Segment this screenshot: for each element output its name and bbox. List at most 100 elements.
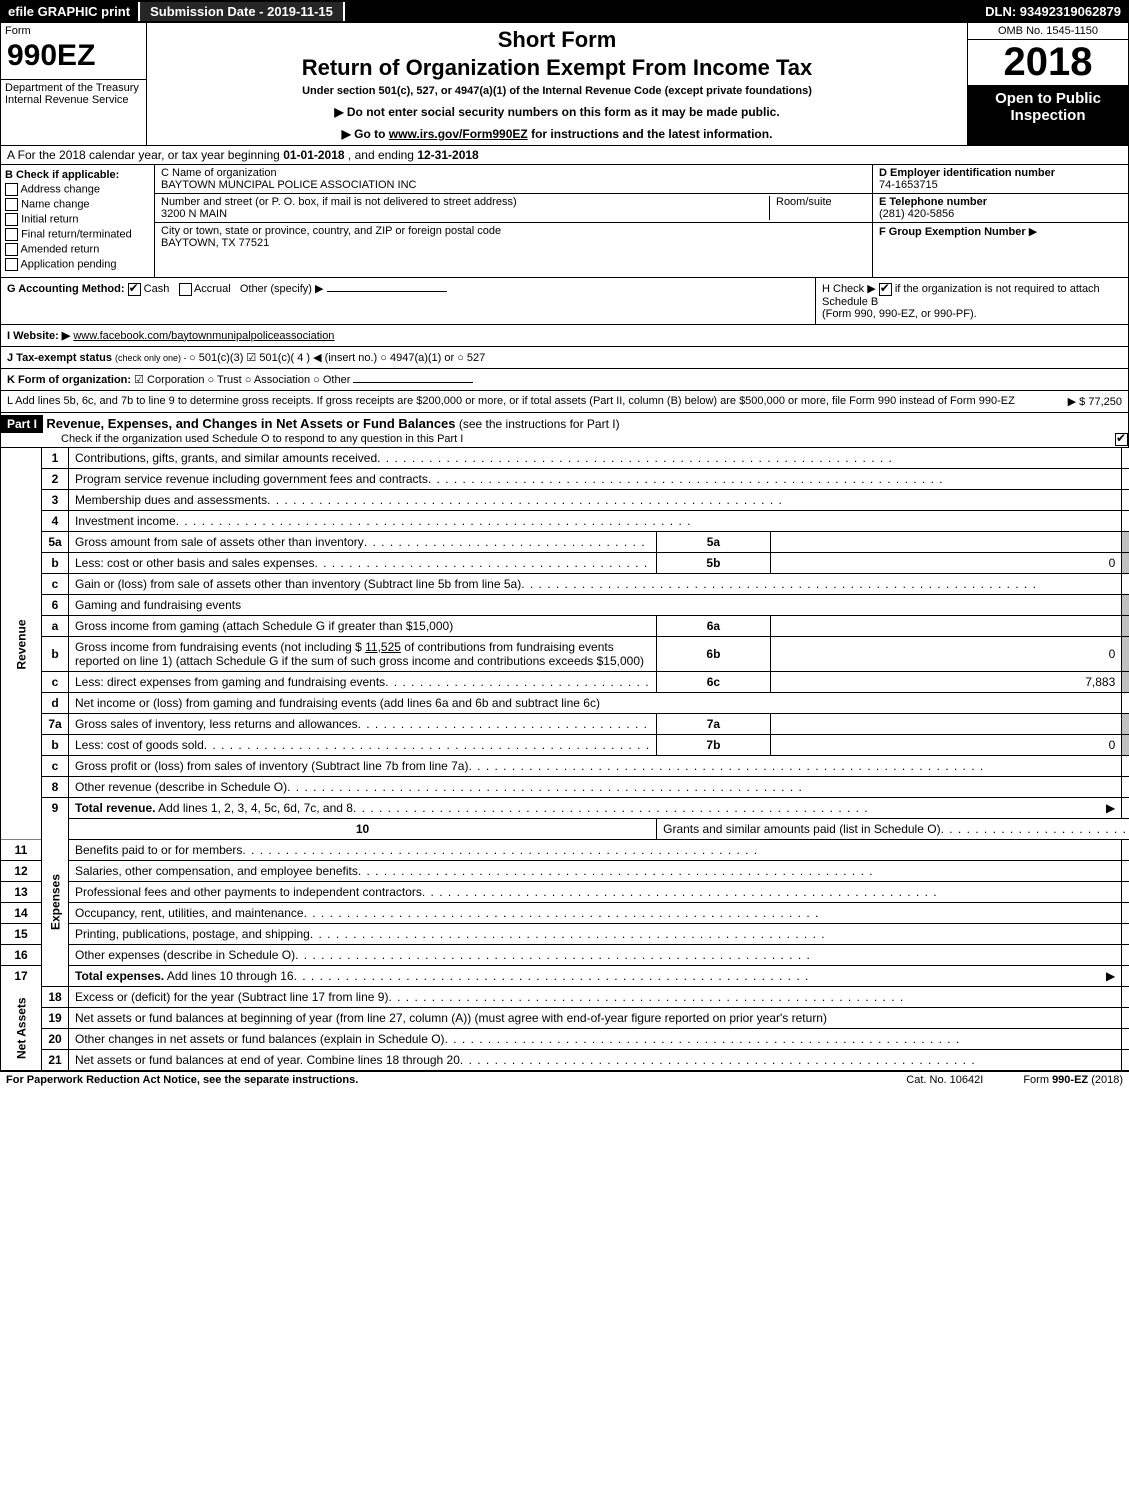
- part1-title-sub: (see the instructions for Part I): [459, 417, 620, 431]
- org-name-block: C Name of organization BAYTOWN MUNCIPAL …: [155, 165, 872, 194]
- j-label: J Tax-exempt status: [7, 352, 112, 364]
- desc-11: Benefits paid to or for members: [75, 843, 242, 857]
- arrow-icon: [1106, 801, 1115, 815]
- line-j: J Tax-exempt status (check only one) - ○…: [0, 347, 1129, 369]
- desc-6c: Less: direct expenses from gaming and fu…: [75, 675, 385, 689]
- desc-19: Net assets or fund balances at beginning…: [75, 1011, 827, 1025]
- desc-21: Net assets or fund balances at end of ye…: [75, 1053, 460, 1067]
- tax-year: 2018: [968, 40, 1128, 86]
- city-block: City or town, state or province, country…: [155, 223, 872, 251]
- check-final-return[interactable]: Final return/terminated: [5, 228, 150, 241]
- column-b: B Check if applicable: Address change Na…: [1, 165, 155, 277]
- phone-block: E Telephone number (281) 420-5856: [873, 194, 1128, 223]
- part1-title: Revenue, Expenses, and Changes in Net As…: [46, 416, 455, 431]
- row-6c: cLess: direct expenses from gaming and f…: [1, 671, 1129, 692]
- desc-17: Total expenses. Add lines 10 through 16: [75, 969, 294, 983]
- website-value[interactable]: www.facebook.com/baytownmunipalpoliceass…: [73, 330, 334, 342]
- row-12: 12Salaries, other compensation, and empl…: [1, 860, 1129, 881]
- check-initial-return[interactable]: Initial return: [5, 213, 150, 226]
- arrow-icon: [1106, 969, 1115, 983]
- desc-5a: Gross amount from sale of assets other t…: [75, 535, 364, 549]
- h-checkbox[interactable]: [879, 283, 892, 296]
- period-row: A For the 2018 calendar year, or tax yea…: [0, 146, 1129, 165]
- title-subtitle: Under section 501(c), 527, or 4947(a)(1)…: [155, 85, 959, 97]
- g-other-input[interactable]: [327, 291, 447, 292]
- h-text3: (Form 990, 990-EZ, or 990-PF).: [822, 308, 977, 320]
- desc-3: Membership dues and assessments: [75, 493, 267, 507]
- subval-7a: [770, 713, 1122, 734]
- row-5c: cGain or (loss) from sale of assets othe…: [1, 573, 1129, 594]
- title-main: Return of Organization Exempt From Incom…: [155, 55, 959, 81]
- k-other-input[interactable]: [353, 382, 473, 383]
- dept-line2: Internal Revenue Service: [5, 94, 129, 106]
- l-amount: ▶ $ 77,250: [1058, 395, 1122, 408]
- line-h: H Check ▶ if the organization is not req…: [815, 278, 1128, 324]
- part1-sub: Check if the organization used Schedule …: [1, 433, 1128, 445]
- top-bar: efile GRAPHIC print Submission Date - 20…: [0, 0, 1129, 22]
- row-4: 4Investment income 40: [1, 510, 1129, 531]
- open-inspection-label: Open to Public Inspection: [968, 86, 1128, 145]
- lines-table: Revenue 1 Contributions, gifts, grants, …: [0, 448, 1129, 1071]
- header-right: OMB No. 1545-1150 2018 Open to Public In…: [967, 23, 1128, 145]
- footer-left: For Paperwork Reduction Act Notice, see …: [6, 1074, 866, 1086]
- part1-checkbox[interactable]: [1115, 433, 1128, 446]
- line-i: I Website: ▶ www.facebook.com/baytownmun…: [0, 325, 1129, 347]
- desc-12: Salaries, other compensation, and employ…: [75, 864, 358, 878]
- group-exemption-block: F Group Exemption Number ▶: [873, 223, 1128, 240]
- g-other: Other (specify) ▶: [240, 283, 324, 295]
- c-label: C Name of organization: [161, 167, 277, 179]
- street-label: Number and street (or P. O. box, if mail…: [161, 196, 517, 208]
- desc-2: Program service revenue including govern…: [75, 472, 428, 486]
- submission-date-label: Submission Date - 2019-11-15: [138, 2, 345, 21]
- ein-value: 74-1653715: [879, 179, 938, 191]
- row-13: 13Professional fees and other payments t…: [1, 881, 1129, 902]
- desc-9: Total revenue. Add lines 1, 2, 3, 4, 5c,…: [75, 801, 353, 815]
- check-name-change[interactable]: Name change: [5, 198, 150, 211]
- e-label: E Telephone number: [879, 196, 987, 208]
- org-name: BAYTOWN MUNCIPAL POLICE ASSOCIATION INC: [161, 179, 417, 191]
- row-7b: bLess: cost of goods sold 7b0: [1, 734, 1129, 755]
- irs-link[interactable]: www.irs.gov/Form990EZ: [389, 127, 528, 141]
- row-14: 14Occupancy, rent, utilities, and mainte…: [1, 902, 1129, 923]
- room-label: Room/suite: [776, 196, 832, 208]
- row-16: 16Other expenses (describe in Schedule O…: [1, 944, 1129, 965]
- column-c: C Name of organization BAYTOWN MUNCIPAL …: [155, 165, 872, 277]
- row-6d: dNet income or (loss) from gaming and fu…: [1, 692, 1129, 713]
- g-cash: Cash: [144, 283, 170, 295]
- subval-6a: [770, 615, 1122, 636]
- check-address-change[interactable]: Address change: [5, 183, 150, 196]
- title-short-form: Short Form: [155, 27, 959, 53]
- row-5a: 5aGross amount from sale of assets other…: [1, 531, 1129, 552]
- f-label: F Group Exemption Number: [879, 226, 1026, 238]
- g-accrual: Accrual: [194, 283, 231, 295]
- header-left: Form 990EZ Department of the Treasury In…: [1, 23, 147, 145]
- g-cash-checkbox[interactable]: [128, 283, 141, 296]
- check-application-pending[interactable]: Application pending: [5, 258, 150, 271]
- check-amended-return[interactable]: Amended return: [5, 243, 150, 256]
- instr-prefix: ▶ Go to: [342, 127, 389, 141]
- period-begin: 01-01-2018: [283, 148, 344, 162]
- i-label: I Website: ▶: [7, 330, 70, 342]
- row-20: 20Other changes in net assets or fund ba…: [1, 1028, 1129, 1049]
- section-revenue: Revenue: [1, 448, 42, 840]
- efile-print-label[interactable]: efile GRAPHIC print: [0, 4, 138, 19]
- desc-14: Occupancy, rent, utilities, and maintena…: [75, 906, 304, 920]
- line-k: K Form of organization: ☑ Corporation ○ …: [0, 369, 1129, 391]
- desc-6a: Gross income from gaming (attach Schedul…: [75, 619, 453, 633]
- dln-label: DLN: 93492319062879: [977, 4, 1129, 19]
- row-11: 11Benefits paid to or for members1118,70…: [1, 839, 1129, 860]
- row-19: 19Net assets or fund balances at beginni…: [1, 1007, 1129, 1028]
- desc-4: Investment income: [75, 514, 176, 528]
- row-1: Revenue 1 Contributions, gifts, grants, …: [1, 448, 1129, 469]
- row-15: 15Printing, publications, postage, and s…: [1, 923, 1129, 944]
- part1-label: Part I: [1, 415, 43, 433]
- j-sub: (check only one) -: [115, 353, 189, 363]
- desc-20: Other changes in net assets or fund bala…: [75, 1032, 445, 1046]
- g-label: G Accounting Method:: [7, 283, 125, 295]
- gh-row: G Accounting Method: Cash Accrual Other …: [0, 278, 1129, 325]
- department-label: Department of the Treasury Internal Reve…: [1, 79, 146, 108]
- g-accrual-checkbox[interactable]: [179, 283, 192, 296]
- row-9: 9Total revenue. Add lines 1, 2, 3, 4, 5c…: [1, 797, 1129, 818]
- k-label: K Form of organization:: [7, 374, 131, 386]
- row-6a: aGross income from gaming (attach Schedu…: [1, 615, 1129, 636]
